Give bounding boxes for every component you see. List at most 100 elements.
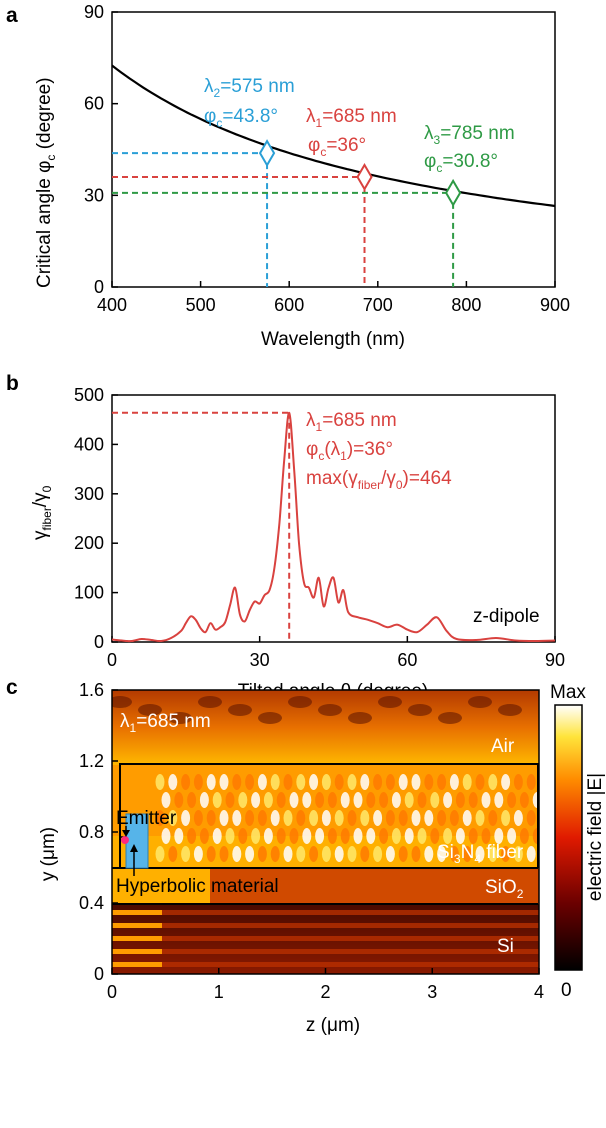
field-hotspot — [309, 846, 319, 862]
panel-b-guides — [112, 411, 291, 642]
field-hotspot — [302, 828, 312, 844]
marker-diamond-red — [356, 163, 373, 191]
field-hotspot — [398, 846, 408, 862]
field-hotspot — [417, 828, 427, 844]
field-hotspot — [488, 774, 498, 790]
panel-b-ytick-label: 0 — [94, 632, 104, 652]
field-hotspot — [212, 792, 222, 808]
field-hotspot — [193, 846, 203, 862]
air-dark-spot — [112, 696, 132, 708]
field-hotspot — [443, 828, 453, 844]
panel-c-xtick-label: 0 — [107, 982, 117, 1002]
field-hotspot — [206, 810, 216, 826]
field-hotspot — [270, 846, 280, 862]
field-hotspot — [449, 810, 459, 826]
field-hotspot — [430, 792, 440, 808]
annot-lambda3: λ3=785 nm — [424, 123, 515, 147]
field-hotspot — [193, 810, 203, 826]
field-hotspot — [168, 774, 178, 790]
panel-b-ytick-label: 200 — [74, 533, 104, 553]
field-hotspot — [373, 846, 383, 862]
air-dark-spot — [408, 704, 432, 716]
panel-b-xtick-label: 0 — [107, 650, 117, 670]
field-hotspot — [519, 792, 529, 808]
air-dark-spot — [468, 696, 492, 708]
field-hotspot — [168, 846, 178, 862]
field-hotspot — [270, 810, 280, 826]
field-hotspot — [334, 810, 344, 826]
field-hotspot — [373, 774, 383, 790]
field-hotspot — [245, 846, 255, 862]
field-hotspot — [251, 828, 261, 844]
panel-b-label: b — [6, 372, 19, 395]
panel-c-xtick-label: 2 — [320, 982, 330, 1002]
field-hotspot — [424, 810, 434, 826]
field-hotspot — [475, 774, 485, 790]
field-hotspot — [309, 810, 319, 826]
field-hotspot — [321, 846, 331, 862]
fiber-outline — [119, 763, 539, 868]
field-hotspot — [238, 828, 248, 844]
sio2-label: SiO2 — [485, 877, 524, 901]
field-hotspot — [155, 846, 165, 862]
field-hotspot — [257, 774, 267, 790]
field-hotspot — [263, 792, 273, 808]
panel-c-ticks: 0 1 2 3 4 0 0.4 0.8 1.2 1.6 — [79, 680, 544, 1002]
legend-z-dipole: z-dipole — [473, 606, 540, 627]
field-hotspot — [488, 846, 498, 862]
air-dark-spot — [318, 704, 342, 716]
field-hotspot — [187, 792, 197, 808]
si-band — [112, 949, 539, 954]
field-hotspot — [507, 792, 517, 808]
field-hotspot — [526, 846, 536, 862]
panel-b-axes-frame — [111, 394, 556, 643]
field-hotspot — [263, 828, 273, 844]
field-hotspot — [481, 828, 491, 844]
field-hotspot — [161, 828, 171, 844]
air-region — [112, 690, 539, 765]
colorbar — [554, 704, 583, 971]
panel-b-ytick-label: 400 — [74, 434, 104, 454]
field-hotspot — [283, 846, 293, 862]
panel-a-xtick-label: 700 — [363, 295, 393, 315]
field-hotspot — [334, 774, 344, 790]
air-dark-spot — [168, 712, 192, 724]
field-hotspot — [513, 774, 523, 790]
panel-a-xtick-label: 400 — [97, 295, 127, 315]
field-hotspot — [315, 792, 325, 808]
field-hotspot — [245, 774, 255, 790]
marker-diamond-blue — [258, 139, 276, 168]
field-hotspot — [174, 828, 184, 844]
field-hotspot — [270, 774, 280, 790]
field-hotspot — [398, 810, 408, 826]
air-label: Air — [491, 736, 515, 757]
field-hotspot — [187, 828, 197, 844]
panel-a-ytick-label: 60 — [84, 94, 104, 114]
si-band-bright — [112, 936, 162, 941]
panel-a-xtick-label: 600 — [274, 295, 304, 315]
panel-c-ytick-label: 1.6 — [79, 680, 104, 700]
field-hotspot — [302, 792, 312, 808]
field-hotspot — [212, 828, 222, 844]
field-hotspot — [385, 810, 395, 826]
field-hotspot — [327, 792, 337, 808]
field-hotspot — [181, 810, 191, 826]
air-dark-spot — [198, 696, 222, 708]
si-band — [112, 936, 539, 941]
si-band-bright — [112, 962, 162, 967]
field-hotspot — [327, 828, 337, 844]
field-hotspot — [404, 828, 414, 844]
field-hotspot — [424, 846, 434, 862]
field-hotspot — [321, 810, 331, 826]
si-band-bright — [112, 923, 162, 928]
field-hotspot — [379, 828, 389, 844]
fiber-label: Si3N4 fiber — [437, 842, 524, 866]
panel-c-ylabel: y (μm) — [38, 827, 59, 881]
panel-a-label: a — [6, 4, 18, 27]
panel-c-ytick-label: 0.8 — [79, 822, 104, 842]
field-hotspot — [251, 792, 261, 808]
panel-a-guides — [112, 152, 455, 287]
field-hotspot — [225, 792, 235, 808]
panel-a-xlabel: Wavelength (nm) — [261, 329, 405, 350]
